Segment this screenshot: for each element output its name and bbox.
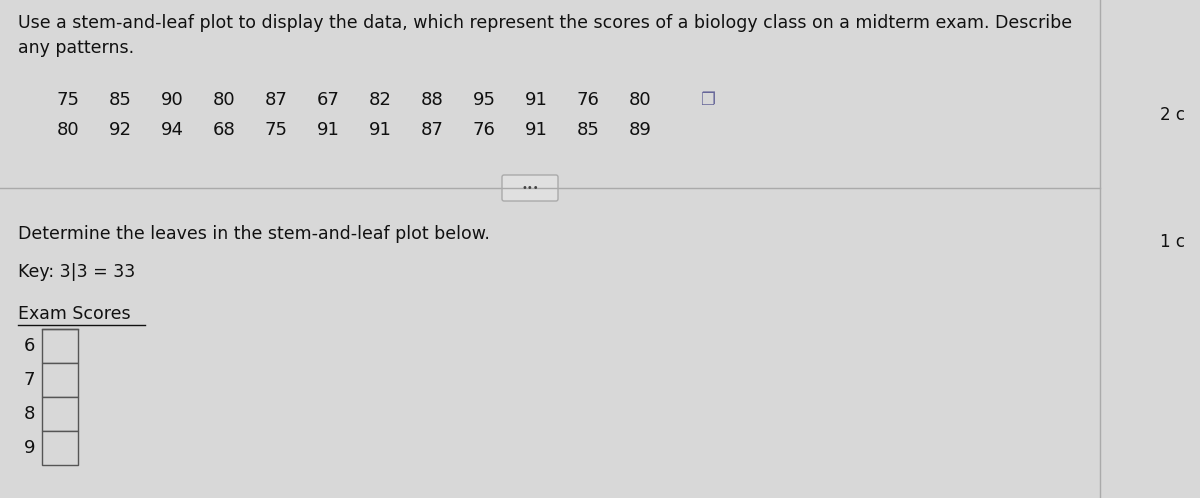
Text: 92: 92 <box>108 121 132 139</box>
Text: •••: ••• <box>521 183 539 193</box>
Text: 75: 75 <box>56 91 79 109</box>
Bar <box>42 329 78 363</box>
FancyBboxPatch shape <box>502 175 558 201</box>
Text: 94: 94 <box>161 121 184 139</box>
Text: 95: 95 <box>473 91 496 109</box>
Text: 89: 89 <box>629 121 652 139</box>
Text: 80: 80 <box>56 121 79 139</box>
Text: 85: 85 <box>108 91 132 109</box>
Text: 68: 68 <box>212 121 235 139</box>
Text: 87: 87 <box>264 91 288 109</box>
Text: 88: 88 <box>421 91 443 109</box>
Text: 90: 90 <box>161 91 184 109</box>
Text: 91: 91 <box>368 121 391 139</box>
Text: 7: 7 <box>24 371 35 389</box>
Text: 9: 9 <box>24 439 35 457</box>
Bar <box>42 363 78 397</box>
Bar <box>42 431 78 465</box>
Text: ❐: ❐ <box>700 91 715 109</box>
Text: 80: 80 <box>629 91 652 109</box>
Text: 67: 67 <box>317 91 340 109</box>
Text: 76: 76 <box>473 121 496 139</box>
Text: 82: 82 <box>368 91 391 109</box>
Text: 91: 91 <box>317 121 340 139</box>
Bar <box>42 397 78 431</box>
Text: 2 c: 2 c <box>1160 106 1186 124</box>
Text: 91: 91 <box>524 91 547 109</box>
Text: 80: 80 <box>212 91 235 109</box>
Text: 8: 8 <box>24 405 35 423</box>
Text: 87: 87 <box>420 121 444 139</box>
Text: Key: 3|3 = 33: Key: 3|3 = 33 <box>18 263 136 281</box>
Text: 85: 85 <box>576 121 600 139</box>
Text: Use a stem-and-leaf plot to display the data, which represent the scores of a bi: Use a stem-and-leaf plot to display the … <box>18 14 1072 57</box>
Text: 75: 75 <box>264 121 288 139</box>
Text: 91: 91 <box>524 121 547 139</box>
Text: 76: 76 <box>576 91 600 109</box>
Text: Determine the leaves in the stem-and-leaf plot below.: Determine the leaves in the stem-and-lea… <box>18 225 490 243</box>
Text: 6: 6 <box>24 337 35 355</box>
Text: 1 c: 1 c <box>1160 233 1186 251</box>
Text: Exam Scores: Exam Scores <box>18 305 131 323</box>
